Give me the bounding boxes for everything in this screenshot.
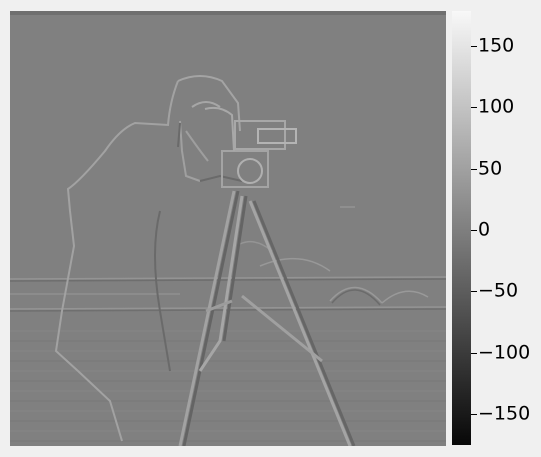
colorbar-tick: [471, 169, 477, 170]
image-edges-illustration: [10, 11, 446, 446]
colorbar-tick: [471, 353, 477, 354]
colorbar-tick-label: −50: [478, 279, 519, 302]
colorbar: [452, 11, 471, 445]
colorbar-tick: [471, 230, 477, 231]
colorbar-tick-label: −150: [478, 402, 531, 425]
filtered-image: [10, 11, 446, 446]
colorbar-tick-label: 50: [478, 157, 503, 180]
colorbar-tick: [471, 107, 477, 108]
colorbar-tick-label: −100: [478, 341, 531, 364]
colorbar-tick-label: 150: [478, 34, 515, 57]
colorbar-tick-label: 100: [478, 95, 515, 118]
colorbar-tick: [471, 291, 477, 292]
colorbar-tick-label: 0: [478, 218, 491, 241]
colorbar-tick: [471, 46, 477, 47]
colorbar-tick: [471, 414, 477, 415]
